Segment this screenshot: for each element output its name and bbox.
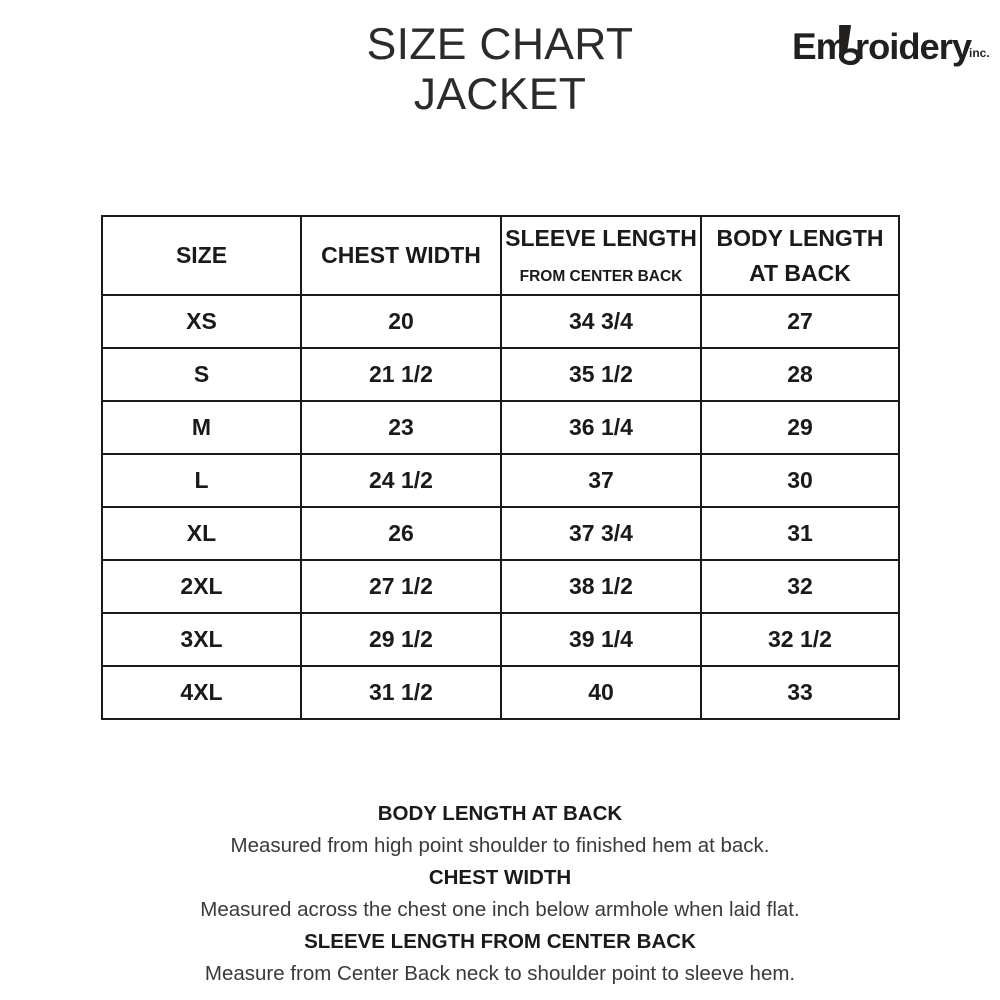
svg-text:roidery: roidery [855, 26, 972, 67]
svg-text:inc.: inc. [969, 46, 990, 60]
